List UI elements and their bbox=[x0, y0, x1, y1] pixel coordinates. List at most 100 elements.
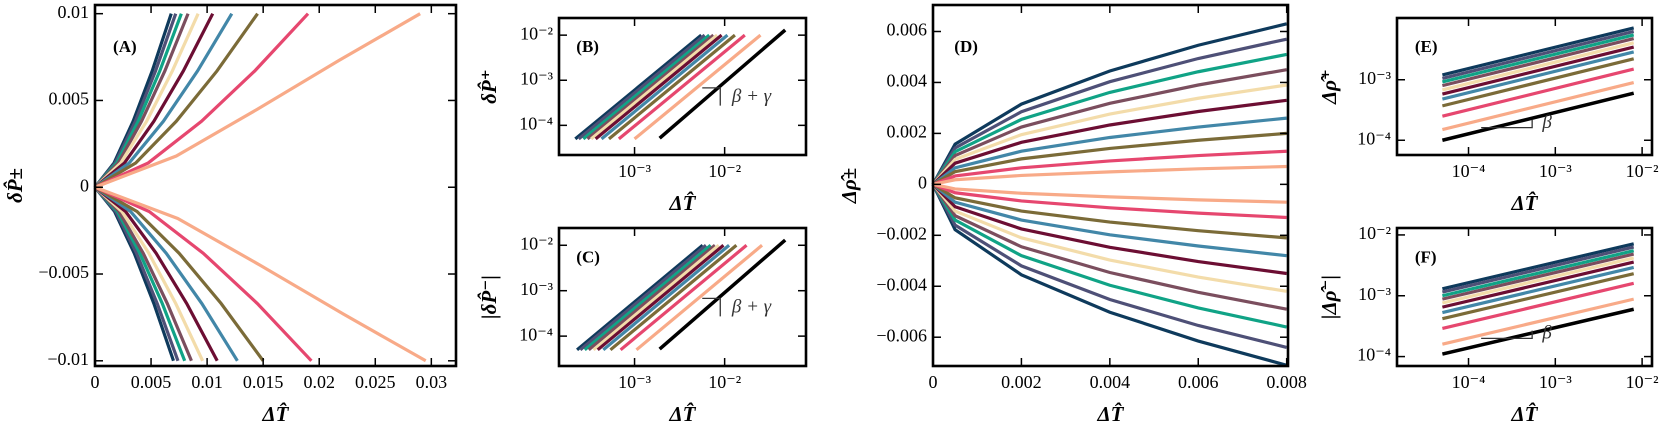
data-line bbox=[931, 183, 1288, 329]
data-line bbox=[94, 185, 239, 362]
data-line bbox=[94, 185, 427, 363]
y-axis-label: δP̂⁺ bbox=[476, 69, 501, 104]
data-line bbox=[576, 244, 704, 352]
y-tick-label: 10⁻² bbox=[520, 23, 553, 43]
panel-label: (B) bbox=[576, 37, 599, 56]
data-line bbox=[1442, 256, 1635, 305]
data-line bbox=[94, 12, 310, 189]
data-line bbox=[1441, 41, 1635, 92]
data-line bbox=[931, 183, 1287, 276]
data-line bbox=[1441, 29, 1635, 81]
x-tick-label: 10⁻³ bbox=[1539, 372, 1573, 392]
y-tick-label: −0.004 bbox=[876, 274, 927, 294]
data-line bbox=[577, 33, 706, 141]
data-line bbox=[94, 12, 259, 189]
data-line bbox=[1441, 26, 1635, 77]
data-line bbox=[1442, 272, 1635, 321]
data-line bbox=[583, 244, 712, 352]
data-line bbox=[596, 244, 725, 352]
x-tick-label: 0.008 bbox=[1266, 372, 1307, 392]
data-line bbox=[931, 183, 1288, 349]
data-line bbox=[600, 33, 729, 141]
data-line bbox=[658, 28, 787, 140]
x-axis-label: ΔT̂ bbox=[262, 401, 290, 426]
data-line bbox=[1441, 67, 1635, 118]
y-tick-label: 0.002 bbox=[887, 122, 928, 142]
data-line bbox=[932, 164, 1287, 186]
data-line bbox=[658, 238, 787, 351]
data-line bbox=[1442, 252, 1635, 301]
y-tick-label: 10⁻⁴ bbox=[519, 113, 553, 133]
data-line bbox=[94, 185, 313, 362]
y-tick-label: 10⁻³ bbox=[1358, 284, 1392, 304]
annotation: β bbox=[1541, 323, 1552, 344]
x-tick-label: 10⁻³ bbox=[1539, 161, 1573, 181]
y-tick-label: −0.005 bbox=[38, 262, 89, 282]
axes-frame bbox=[93, 3, 458, 368]
slope-triangle bbox=[702, 297, 721, 317]
data-line bbox=[1441, 50, 1635, 101]
data-line bbox=[94, 12, 421, 189]
data-line bbox=[586, 33, 715, 141]
data-line bbox=[1441, 91, 1635, 142]
data-line bbox=[1441, 45, 1635, 96]
x-tick-label: 0.005 bbox=[131, 372, 172, 392]
axes-frame bbox=[1395, 226, 1654, 368]
y-tick-label: 10⁻² bbox=[520, 233, 553, 253]
axes-frame bbox=[557, 226, 808, 368]
data-line bbox=[1442, 242, 1635, 291]
data-line bbox=[1442, 245, 1635, 294]
annotation: β bbox=[1541, 112, 1552, 133]
data-line bbox=[932, 182, 1287, 220]
data-line bbox=[94, 12, 234, 189]
data-line bbox=[582, 33, 711, 141]
y-tick-label: −0.01 bbox=[47, 349, 89, 369]
data-line bbox=[1442, 297, 1635, 346]
data-line bbox=[574, 33, 703, 141]
axes-frame bbox=[557, 16, 808, 157]
y-tick-label: −0.006 bbox=[876, 325, 927, 345]
y-tick-label: 0.004 bbox=[887, 71, 928, 91]
x-tick-label: 0.025 bbox=[355, 372, 396, 392]
y-tick-label: 0 bbox=[918, 172, 927, 192]
x-tick-label: 10⁻² bbox=[708, 372, 741, 392]
data-line bbox=[932, 182, 1287, 204]
y-tick-label: 0 bbox=[80, 175, 89, 195]
data-line bbox=[932, 182, 1287, 240]
x-axis-label: ΔT̂ bbox=[669, 190, 697, 215]
x-tick-label: 0.006 bbox=[1178, 372, 1219, 392]
data-line bbox=[931, 37, 1288, 186]
x-tick-label: 10⁻⁴ bbox=[1452, 372, 1486, 392]
axes-frame bbox=[1395, 16, 1654, 157]
y-tick-label: 10⁻² bbox=[1358, 223, 1391, 243]
data-line bbox=[635, 244, 764, 352]
slope-triangle bbox=[1481, 119, 1533, 129]
y-axis-label: δP̂± bbox=[2, 168, 27, 203]
x-axis-label: ΔT̂ bbox=[1097, 401, 1125, 426]
data-line bbox=[931, 183, 1287, 258]
x-tick-label: 0.004 bbox=[1090, 372, 1131, 392]
y-axis-label: |δP̂⁻| bbox=[476, 275, 501, 319]
data-line bbox=[931, 98, 1287, 186]
x-tick-label: 0.015 bbox=[243, 372, 284, 392]
y-tick-label: 10⁻³ bbox=[1358, 68, 1392, 88]
data-line bbox=[1441, 37, 1635, 88]
panel-label: (E) bbox=[1415, 37, 1438, 56]
x-axis-label: ΔT̂ bbox=[1511, 401, 1539, 426]
y-tick-label: 10⁻⁴ bbox=[519, 324, 553, 344]
axes-frame bbox=[931, 3, 1290, 368]
data-line bbox=[931, 183, 1287, 311]
data-line bbox=[579, 244, 707, 352]
y-axis-label: |Δρ̂⁻| bbox=[1317, 275, 1341, 319]
y-tick-label: 0.006 bbox=[887, 20, 928, 40]
y-axis-label: Δρ̂± bbox=[837, 168, 861, 205]
data-line bbox=[931, 183, 1288, 367]
x-tick-label: 0.02 bbox=[303, 372, 335, 392]
data-line bbox=[609, 244, 738, 352]
data-line bbox=[607, 33, 736, 141]
data-line bbox=[1441, 307, 1635, 356]
slope-triangle bbox=[1481, 330, 1533, 340]
data-line bbox=[94, 185, 265, 362]
data-line bbox=[931, 83, 1287, 186]
